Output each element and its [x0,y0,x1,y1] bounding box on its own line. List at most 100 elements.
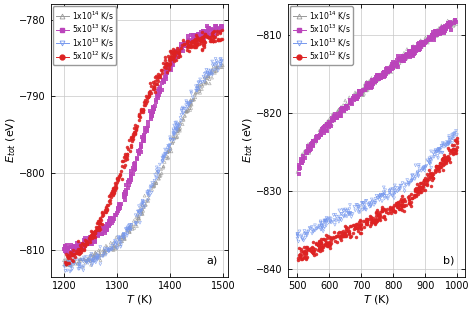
Point [395,56,402,61]
Point [183,100,191,105]
Point [300,155,308,160]
Point [174,122,182,126]
Point [444,140,452,145]
Point [379,70,387,75]
Point [341,231,349,236]
Point [383,69,390,73]
Point [139,200,146,205]
Point [326,122,333,127]
Point [319,129,327,134]
Point [378,205,386,210]
Point [368,218,375,223]
Point [110,191,118,196]
Point [388,66,395,71]
Point [150,84,158,89]
Point [111,180,119,185]
Point [123,151,131,156]
Point [352,96,360,101]
Point [362,222,370,227]
Point [447,20,454,25]
Point [166,148,173,153]
Point [151,106,158,111]
Point [66,261,74,266]
Point [150,184,157,189]
Point [444,156,451,161]
Point [307,143,315,148]
Point [395,207,402,212]
Point [178,107,186,112]
Point [428,175,435,179]
Point [101,226,109,231]
Point [382,71,390,76]
Point [89,257,96,262]
Point [188,43,196,48]
Point [373,217,381,222]
Point [150,84,157,89]
Point [67,250,74,255]
Point [312,226,320,231]
Point [413,182,420,187]
Point [102,243,109,248]
Point [447,22,455,27]
Point [79,257,86,262]
Point [355,90,362,95]
Point [142,202,150,207]
Point [401,204,408,209]
Point [394,53,402,58]
Point [337,108,344,113]
Point [329,117,337,122]
Point [182,109,190,114]
Point [93,225,101,230]
Point [134,211,142,216]
Point [159,158,166,163]
Point [116,203,124,208]
Point [439,156,447,161]
Point [184,100,192,105]
Point [422,37,430,42]
Point [303,151,311,156]
Point [160,164,167,169]
Point [95,223,103,228]
Point [411,177,419,182]
Point [379,208,386,213]
Point [315,238,323,243]
Point [310,253,318,258]
Point [451,18,459,23]
Point [313,241,320,246]
Point [113,240,120,245]
Point [184,42,191,47]
Point [144,197,151,202]
Point [356,93,363,98]
Point [375,217,383,222]
Point [417,38,424,43]
Point [124,227,131,232]
Point [343,104,351,108]
Point [155,92,162,97]
Point [68,243,75,248]
Point [328,241,335,246]
Point [145,193,152,197]
Point [184,43,192,48]
Point [443,156,450,161]
Point [138,135,146,140]
Point [443,26,450,31]
Point [136,209,143,214]
Point [146,90,153,95]
Point [345,212,352,217]
Point [342,223,349,228]
Point [201,76,209,81]
Point [90,253,98,258]
Point [357,227,365,232]
Point [427,157,434,162]
Point [305,229,312,234]
Point [187,32,195,37]
Point [203,31,210,36]
Point [203,74,211,79]
Point [122,226,130,231]
Point [170,130,177,135]
Point [141,100,149,104]
Point [173,123,180,128]
Point [377,195,384,200]
Point [445,135,453,140]
Point [429,33,437,38]
